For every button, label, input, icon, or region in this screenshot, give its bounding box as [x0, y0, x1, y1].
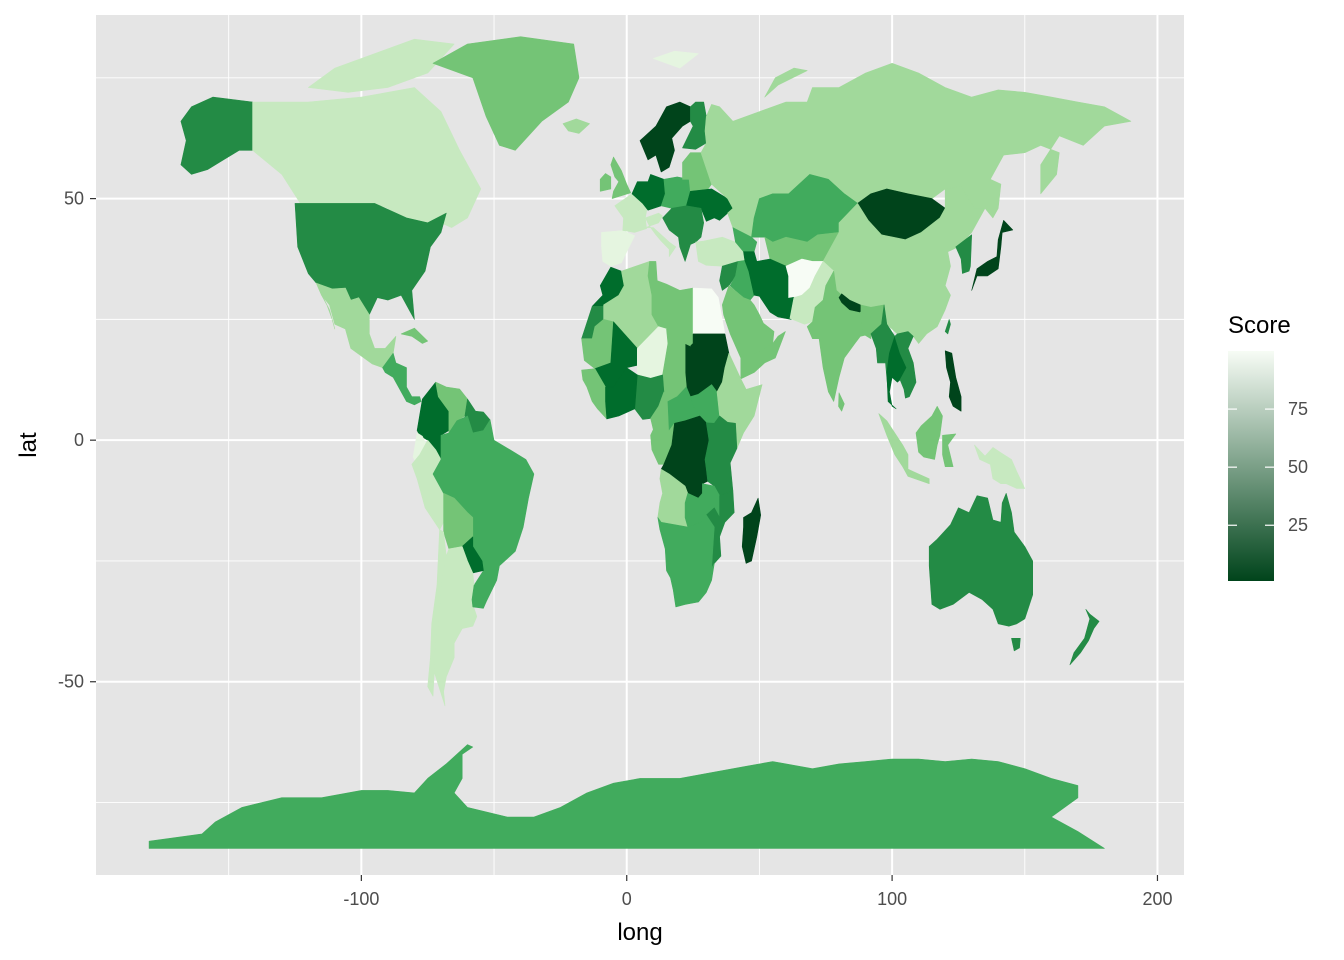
legend-tick-label: 50 [1288, 457, 1308, 477]
region-philippines [944, 350, 962, 412]
region-ghana-burkina [605, 367, 638, 420]
region-antarctica [148, 744, 1105, 849]
region-taiwan [944, 319, 951, 335]
x-tick-label: -100 [343, 889, 379, 909]
region-british-isles [610, 156, 631, 199]
x-axis-title: long [617, 919, 662, 946]
region-tasmania [1011, 638, 1021, 652]
region-mexico [316, 282, 397, 368]
region-italy [645, 212, 677, 257]
region-novaya-zemlya [764, 67, 808, 98]
y-tick-label: 0 [74, 430, 84, 450]
region-scandinavia [639, 101, 691, 173]
region-iran [743, 251, 795, 320]
region-australia [928, 493, 1033, 627]
region-new-zealand [1069, 609, 1100, 666]
region-baja-california [316, 282, 336, 330]
region-greenland [432, 36, 580, 151]
region-iberia [601, 230, 635, 267]
region-sri-lanka [838, 392, 845, 412]
region-canadian-arctic-archipelago [308, 38, 455, 93]
region-iceland [562, 118, 590, 134]
x-tick-label: 0 [622, 889, 632, 909]
country-regions [148, 36, 1132, 849]
region-central-america [382, 352, 422, 406]
region-indochina [894, 331, 917, 399]
region-new-guinea [974, 444, 1026, 489]
region-borneo [915, 406, 943, 460]
region-nepal [838, 293, 861, 313]
region-korea [955, 234, 972, 274]
region-ireland [599, 173, 612, 192]
region-svalbard [653, 50, 699, 69]
region-west-africa-coast [581, 368, 608, 420]
y-axis: -50 0 50 [58, 189, 96, 692]
region-yemen-oman [740, 331, 786, 380]
region-saudi-arabia [722, 285, 775, 359]
legend-ticks: 25 50 75 [1228, 399, 1308, 535]
legend: Score 25 50 75 [1228, 312, 1308, 581]
y-tick-label: 50 [64, 189, 84, 209]
legend-title: Score [1228, 312, 1291, 339]
x-tick-label: 200 [1142, 889, 1172, 909]
region-indonesia-sumatra-java [878, 413, 930, 484]
legend-tick-label: 25 [1288, 515, 1308, 535]
region-southern-africa [657, 514, 715, 608]
region-bangladesh [860, 311, 872, 339]
region-uruguay [471, 584, 487, 609]
legend-colorbar [1228, 351, 1274, 581]
region-japan [971, 220, 1014, 291]
region-sulawesi [942, 433, 957, 467]
region-finland [682, 101, 707, 150]
region-madagascar [741, 497, 761, 564]
region-cuba [400, 327, 428, 344]
y-tick-label: -50 [58, 672, 84, 692]
x-axis: -100 0 100 200 [343, 875, 1172, 909]
region-venezuela [435, 381, 468, 434]
region-argentina [434, 546, 478, 707]
legend-tick-label: 75 [1288, 399, 1308, 419]
region-central-europe [660, 176, 691, 209]
y-axis-title: lat [15, 432, 42, 458]
region-alaska [180, 96, 253, 175]
x-tick-label: 100 [877, 889, 907, 909]
